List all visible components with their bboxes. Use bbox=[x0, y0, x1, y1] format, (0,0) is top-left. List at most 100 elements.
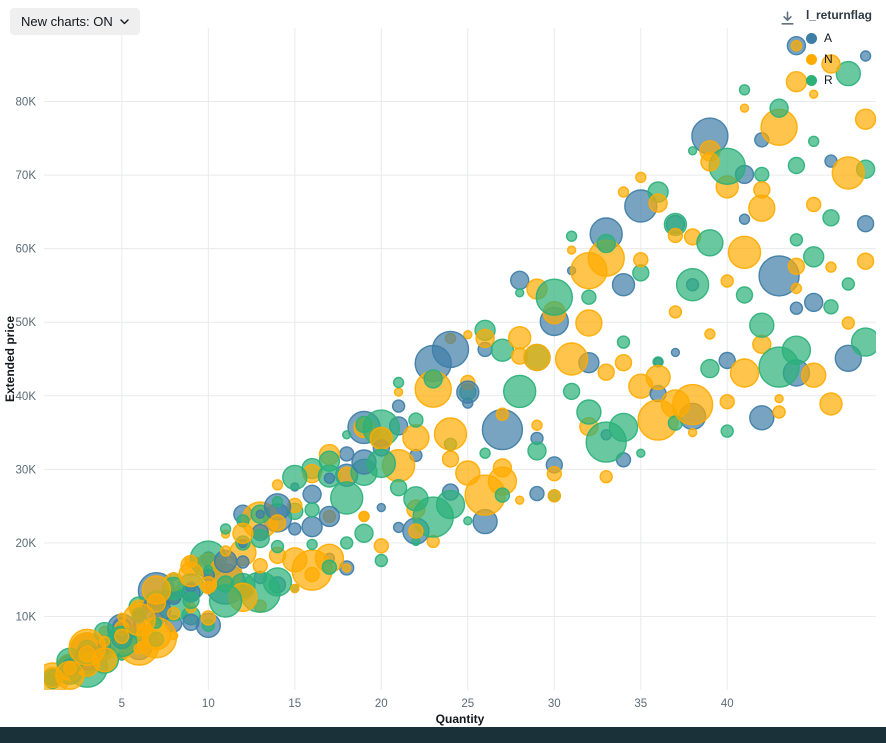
bubble-N[interactable] bbox=[719, 394, 735, 410]
bubble-R[interactable] bbox=[494, 487, 511, 503]
bubble-N[interactable] bbox=[566, 245, 577, 255]
bubble-N[interactable] bbox=[597, 363, 615, 381]
bubble-R[interactable] bbox=[808, 135, 820, 148]
bubble-R[interactable] bbox=[321, 559, 338, 575]
bubble-A[interactable] bbox=[392, 521, 405, 534]
download-icon[interactable] bbox=[775, 6, 800, 34]
bubble-R[interactable] bbox=[581, 289, 597, 305]
bubble-A[interactable] bbox=[510, 270, 530, 290]
bubble-R[interactable] bbox=[687, 146, 698, 156]
bubble-N[interactable] bbox=[200, 610, 217, 626]
bubble-N[interactable] bbox=[825, 261, 837, 273]
bubble-N[interactable] bbox=[856, 252, 875, 270]
bubble-N[interactable] bbox=[547, 489, 561, 503]
bubble-A[interactable] bbox=[856, 214, 875, 233]
bubble-R[interactable] bbox=[749, 312, 775, 338]
bubble-N[interactable] bbox=[570, 252, 608, 290]
bubble-R[interactable] bbox=[330, 481, 364, 515]
bubble-N[interactable] bbox=[648, 193, 668, 213]
bubble-N[interactable] bbox=[729, 358, 760, 388]
bubble-A[interactable] bbox=[302, 484, 322, 504]
bubble-R[interactable] bbox=[754, 166, 770, 183]
bubble-R[interactable] bbox=[835, 60, 861, 87]
bubble-N[interactable] bbox=[821, 54, 841, 74]
bubble-N[interactable] bbox=[199, 576, 218, 594]
bubble-N[interactable] bbox=[687, 427, 698, 438]
bubble-R[interactable] bbox=[366, 448, 396, 479]
bubble-R[interactable] bbox=[306, 538, 318, 551]
bubble-N[interactable] bbox=[219, 545, 232, 557]
bubble-R[interactable] bbox=[720, 424, 734, 438]
bubble-R[interactable] bbox=[781, 335, 812, 365]
bubble-A[interactable] bbox=[288, 522, 302, 536]
bubble-R[interactable] bbox=[535, 278, 573, 316]
bubble-R[interactable] bbox=[696, 229, 724, 257]
bubble-N[interactable] bbox=[819, 392, 843, 416]
bubble-R[interactable] bbox=[562, 382, 581, 401]
new-charts-toggle[interactable]: New charts: ON bbox=[10, 8, 140, 35]
bubble-N[interactable] bbox=[645, 364, 671, 391]
bubble-N[interactable] bbox=[304, 566, 320, 583]
bubble-R[interactable] bbox=[636, 448, 646, 458]
bubble-N[interactable] bbox=[790, 40, 803, 52]
bubble-N[interactable] bbox=[809, 89, 819, 99]
bubble-R[interactable] bbox=[823, 299, 839, 315]
bubble-A[interactable] bbox=[323, 472, 336, 484]
bubble-N[interactable] bbox=[554, 342, 589, 376]
bubble-R[interactable] bbox=[271, 496, 284, 508]
bubble-N[interactable] bbox=[268, 514, 287, 532]
bubble-R[interactable] bbox=[616, 335, 631, 349]
bubble-N[interactable] bbox=[290, 583, 300, 594]
legend-entry-N[interactable]: N bbox=[805, 52, 872, 66]
bubble-N[interactable] bbox=[475, 328, 495, 349]
bubble-R[interactable] bbox=[355, 415, 373, 434]
bubble-N[interactable] bbox=[373, 538, 389, 554]
bubble-R[interactable] bbox=[342, 430, 352, 440]
bubble-A[interactable] bbox=[301, 516, 323, 538]
bubble-N[interactable] bbox=[393, 387, 404, 397]
bubble-N[interactable] bbox=[166, 606, 181, 621]
bubble-N[interactable] bbox=[790, 282, 803, 295]
bubble-N[interactable] bbox=[772, 405, 786, 419]
bubble-N[interactable] bbox=[575, 309, 603, 337]
bubble-A[interactable] bbox=[182, 613, 200, 631]
bubble-R[interactable] bbox=[203, 564, 214, 575]
bubble-R[interactable] bbox=[423, 369, 443, 389]
bubble-N[interactable] bbox=[252, 558, 268, 574]
bubble-A[interactable] bbox=[718, 351, 736, 370]
bubble-N[interactable] bbox=[854, 108, 876, 130]
bubble-N[interactable] bbox=[68, 628, 106, 666]
bubble-N[interactable] bbox=[774, 394, 784, 404]
bubble-N[interactable] bbox=[671, 383, 714, 426]
bubble-R[interactable] bbox=[182, 591, 200, 609]
bubble-N[interactable] bbox=[617, 186, 630, 198]
bubble-N[interactable] bbox=[785, 70, 808, 93]
bubble-R[interactable] bbox=[576, 399, 602, 425]
bubble-R[interactable] bbox=[250, 528, 270, 549]
bubble-N[interactable] bbox=[184, 554, 198, 568]
bubble-N[interactable] bbox=[633, 252, 649, 268]
bubble-N[interactable] bbox=[700, 152, 720, 172]
bubble-R[interactable] bbox=[527, 441, 547, 461]
bubble-N[interactable] bbox=[787, 257, 806, 275]
bubble-N[interactable] bbox=[117, 612, 127, 622]
bubble-R[interactable] bbox=[700, 358, 720, 379]
bubble-N[interactable] bbox=[515, 495, 525, 505]
bubble-N[interactable] bbox=[753, 181, 771, 199]
bubble-R[interactable] bbox=[769, 98, 789, 118]
bubble-A[interactable] bbox=[391, 399, 406, 413]
bubble-N[interactable] bbox=[523, 343, 551, 372]
bubble-R[interactable] bbox=[304, 502, 320, 518]
bubble-N[interactable] bbox=[55, 660, 85, 690]
bubble-R[interactable] bbox=[841, 277, 855, 291]
bubble-R[interactable] bbox=[262, 567, 293, 597]
bubble-A[interactable] bbox=[789, 301, 804, 315]
legend-entry-R[interactable]: R bbox=[805, 73, 872, 87]
bubble-R[interactable] bbox=[822, 209, 840, 227]
bubble-N[interactable] bbox=[801, 362, 827, 388]
legend-entry-A[interactable]: A bbox=[805, 31, 872, 45]
bubble-R[interactable] bbox=[479, 447, 491, 459]
bubble-R[interactable] bbox=[515, 288, 525, 298]
bubble-A[interactable] bbox=[339, 446, 355, 462]
